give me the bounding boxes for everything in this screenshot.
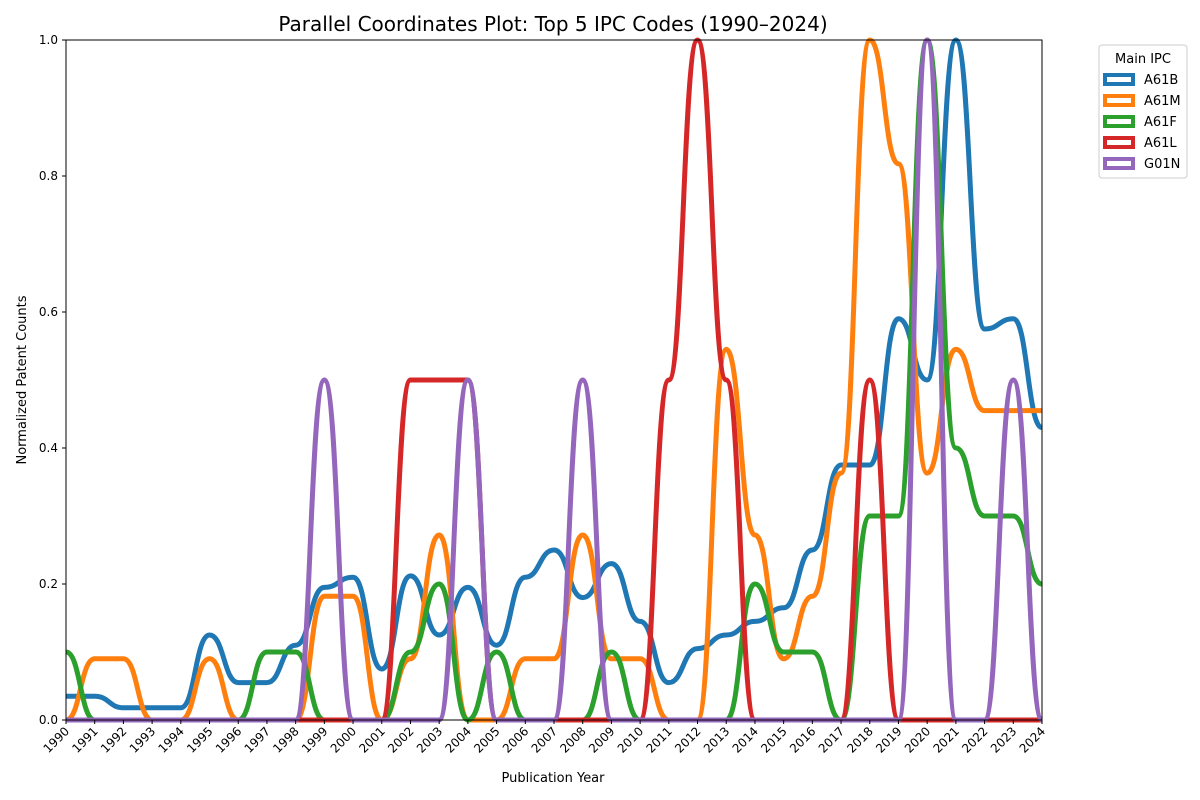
y-tick-label: 1.0 bbox=[39, 33, 58, 47]
x-tick-label: 1990 bbox=[41, 724, 72, 755]
y-tick-label: 0.0 bbox=[39, 713, 58, 727]
legend-label-a61f: A61F bbox=[1144, 115, 1177, 130]
x-axis-title: Publication Year bbox=[502, 771, 606, 786]
x-tick-label: 2024 bbox=[1017, 724, 1048, 755]
x-tick-label: 2014 bbox=[730, 724, 761, 755]
x-tick-label: 1998 bbox=[270, 724, 301, 755]
chart-title: Parallel Coordinates Plot: Top 5 IPC Cod… bbox=[278, 12, 827, 36]
x-tick-label: 2008 bbox=[557, 724, 588, 755]
x-tick-label: 1997 bbox=[242, 724, 273, 755]
x-tick-label: 1992 bbox=[98, 724, 129, 755]
legend-label-g01n: G01N bbox=[1144, 157, 1180, 172]
series-layer bbox=[66, 40, 1042, 720]
x-tick-label: 2020 bbox=[902, 724, 933, 755]
x-tick-label: 2011 bbox=[643, 724, 674, 755]
x-tick-label: 2022 bbox=[959, 724, 990, 755]
x-tick-label: 2017 bbox=[816, 724, 847, 755]
y-tick-label: 0.2 bbox=[39, 577, 58, 591]
series-line-a61l bbox=[66, 40, 1042, 720]
x-tick-label: 2016 bbox=[787, 724, 818, 755]
x-tick-label: 2023 bbox=[988, 724, 1019, 755]
x-tick-label: 1994 bbox=[155, 724, 186, 755]
series-line-g01n bbox=[66, 40, 1042, 720]
series-line-a61b bbox=[66, 40, 1042, 708]
y-tick-label: 0.8 bbox=[39, 169, 58, 183]
x-tick-label: 2003 bbox=[414, 724, 445, 755]
x-tick-label: 2019 bbox=[873, 724, 904, 755]
x-tick-label: 2001 bbox=[356, 724, 387, 755]
legend-label-a61m: A61M bbox=[1144, 94, 1181, 109]
x-tick-label: 1993 bbox=[127, 724, 158, 755]
x-tick-label: 1991 bbox=[69, 724, 100, 755]
series-line-a61m bbox=[66, 40, 1042, 720]
x-tick-label: 2007 bbox=[529, 724, 560, 755]
x-tick-label: 2000 bbox=[328, 724, 359, 755]
x-tick-label: 2015 bbox=[758, 724, 789, 755]
x-tick-label: 2018 bbox=[844, 724, 875, 755]
series-line-a61f bbox=[66, 40, 1042, 720]
x-tick-label: 2002 bbox=[385, 724, 416, 755]
x-tick-label: 1999 bbox=[299, 724, 330, 755]
x-tick-label: 2012 bbox=[672, 724, 703, 755]
legend-label-a61l: A61L bbox=[1144, 136, 1177, 151]
legend-label-a61b: A61B bbox=[1144, 73, 1178, 88]
x-tick-label: 2004 bbox=[443, 724, 474, 755]
plot-frame bbox=[66, 40, 1042, 720]
x-tick-label: 2009 bbox=[586, 724, 617, 755]
legend: Main IPC A61B A61M A61F A61L G01N bbox=[1099, 45, 1187, 178]
x-tick-label: 2010 bbox=[615, 724, 646, 755]
y-tick-label: 0.4 bbox=[39, 441, 58, 455]
plot-area: 1990199119921993199419951996199719981999… bbox=[39, 33, 1048, 756]
y-axis-title: Normalized Patent Counts bbox=[15, 295, 30, 464]
y-tick-label: 0.6 bbox=[39, 305, 58, 319]
x-tick-label: 2006 bbox=[500, 724, 531, 755]
y-axis: 0.0 0.2 0.4 0.6 0.8 1.0 bbox=[39, 33, 66, 727]
legend-title: Main IPC bbox=[1115, 52, 1171, 67]
x-tick-label: 1995 bbox=[184, 724, 215, 755]
x-tick-label: 2005 bbox=[471, 724, 502, 755]
x-tick-label: 2021 bbox=[931, 724, 962, 755]
x-tick-label: 2013 bbox=[701, 724, 732, 755]
x-tick-label: 1996 bbox=[213, 724, 244, 755]
x-axis: 1990199119921993199419951996199719981999… bbox=[41, 720, 1048, 756]
